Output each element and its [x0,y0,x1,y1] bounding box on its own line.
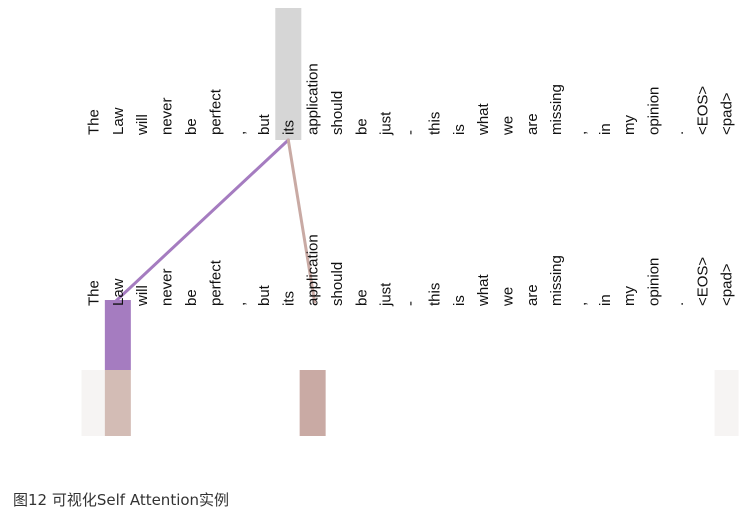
top-token-20: , [573,131,590,135]
top-token-1: Law [110,107,127,135]
top-token-row: The Law will never be perfect, but its applicati… [86,8,736,140]
bottom-token-24: . [670,302,687,306]
top-token-17: we [499,116,516,136]
top-token-26: <pad> [719,92,736,135]
bottom-token-3: never [159,268,176,306]
bottom-token-21: in [597,294,614,306]
attention-block-1 [299,370,326,436]
top-token-0: The [86,109,103,135]
bottom-token-8: its [280,291,297,306]
bottom-token-0: The [86,280,103,306]
top-token-23: opinion [646,87,663,135]
top-token-15: is [451,124,468,135]
attention-line-law [113,138,290,304]
attention-block-upper-0 [104,300,131,370]
bottom-token-12: just [378,282,395,307]
top-token-8: its [280,120,297,135]
bottom-token-14: this [426,283,443,306]
weight-shade-26 [714,370,739,436]
top-token-9: application [305,63,322,135]
top-token-21: in [597,123,614,135]
top-token-13: - [402,130,419,135]
bottom-token-9: application [305,234,322,306]
bottom-token-13: - [402,301,419,306]
top-token-16: what [475,102,492,136]
bottom-token-18: are [524,284,541,306]
weight-shade-0 [81,370,106,436]
bottom-token-2: will [134,285,151,307]
top-token-12: just [378,111,395,136]
bottom-token-26: <pad> [719,263,736,306]
bottom-token-16: what [475,273,492,307]
attention-links [113,138,317,304]
top-token-25: <EOS> [694,86,711,135]
bottom-token-19: missing [548,255,565,306]
bottom-token-15: is [451,295,468,306]
bottom-token-row: The Law will never be perfect, but its applicati… [81,234,739,436]
top-token-4: be [183,118,200,135]
attention-line-application [286,138,317,304]
bottom-token-1: Law [110,278,127,306]
attention-block-lower-0 [104,370,131,436]
bottom-token-23: opinion [646,258,663,306]
top-token-24: . [670,131,687,135]
bottom-token-5: perfect [207,259,224,306]
top-token-5: perfect [207,88,224,135]
top-token-6: , [232,131,249,135]
top-token-7: but [256,113,273,135]
bottom-token-11: be [353,289,370,306]
bottom-token-10: should [329,262,346,306]
top-token-14: this [426,112,443,135]
top-token-3: never [159,97,176,135]
focus-highlight [275,8,302,140]
top-token-22: my [621,115,638,135]
self-attention-diagram: The Law will never be perfect, but its applicati… [81,8,739,436]
top-token-19: missing [548,84,565,135]
bottom-token-20: , [573,302,590,306]
top-token-18: are [524,113,541,135]
top-token-11: be [353,118,370,135]
bottom-token-6: , [232,302,249,306]
bottom-token-25: <EOS> [694,257,711,306]
bottom-token-7: but [256,284,273,306]
bottom-token-17: we [499,287,516,307]
top-token-2: will [134,114,151,136]
bottom-token-22: my [621,286,638,306]
bottom-token-4: be [183,289,200,306]
figure-caption: 图12 可视化Self Attention实例 [13,491,230,509]
top-token-10: should [329,91,346,135]
